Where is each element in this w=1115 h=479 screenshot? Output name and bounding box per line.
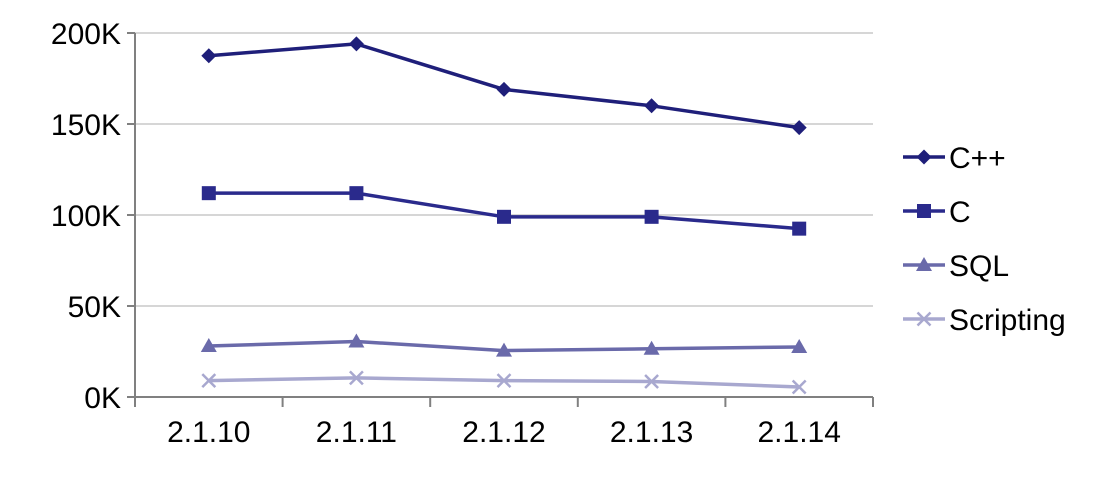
data-point-c xyxy=(497,209,511,224)
y-tick-label: 100K xyxy=(51,200,121,233)
legend-label: C++ xyxy=(949,142,1006,175)
legend-marker xyxy=(916,311,932,327)
legend-label: C xyxy=(949,196,971,229)
data-point-cpp xyxy=(791,120,807,136)
x-tick-label: 2.1.13 xyxy=(610,416,693,449)
data-point-sql xyxy=(791,338,808,353)
data-point-c xyxy=(644,209,659,224)
data-point-c xyxy=(792,221,807,236)
x-tick-label: 2.1.12 xyxy=(462,416,545,449)
y-tick-label: 200K xyxy=(51,18,121,51)
legend-item-c: C xyxy=(903,196,971,229)
x-tick-label: 2.1.14 xyxy=(757,416,840,449)
data-point-scripting xyxy=(644,374,659,389)
series-sql xyxy=(200,333,808,357)
legend-item-sql: SQL xyxy=(903,250,1009,283)
legend-marker xyxy=(916,257,932,271)
y-tick-label: 0K xyxy=(84,382,121,415)
series-c xyxy=(201,186,807,236)
data-point-sql xyxy=(496,342,512,357)
series-group xyxy=(200,36,808,395)
data-point-cpp xyxy=(496,81,512,97)
legend: C++ C SQL Scripting xyxy=(903,142,1066,337)
data-point-c xyxy=(201,186,216,201)
axes: 0K 50K 100K 150K 200K 2.1.10 2.1.11 2.1.12 2.1.1… xyxy=(51,18,874,449)
data-point-c xyxy=(349,186,364,201)
data-point-sql xyxy=(643,340,660,355)
data-point-scripting xyxy=(496,373,512,389)
x-tick-label: 2.1.11 xyxy=(316,416,397,449)
y-tick-label: 50K xyxy=(68,291,121,324)
data-point-scripting xyxy=(349,370,364,386)
legend-item-cpp: C++ xyxy=(903,142,1006,175)
legend-marker xyxy=(917,204,931,218)
data-point-cpp xyxy=(348,36,364,52)
legend-marker xyxy=(916,149,932,165)
legend-label: SQL xyxy=(949,250,1009,283)
legend-label: Scripting xyxy=(949,304,1066,337)
data-point-cpp xyxy=(644,98,660,114)
gridlines xyxy=(135,32,873,307)
series-scripting xyxy=(201,370,807,395)
data-point-scripting xyxy=(791,379,807,395)
data-point-sql xyxy=(200,338,217,353)
data-point-cpp xyxy=(201,48,217,64)
series-cpp xyxy=(201,36,807,136)
legend-item-scripting: Scripting xyxy=(903,304,1066,337)
y-tick-label: 150K xyxy=(51,109,121,142)
data-point-sql xyxy=(348,333,365,348)
data-point-scripting xyxy=(201,373,217,389)
x-tick-label: 2.1.10 xyxy=(167,416,250,449)
